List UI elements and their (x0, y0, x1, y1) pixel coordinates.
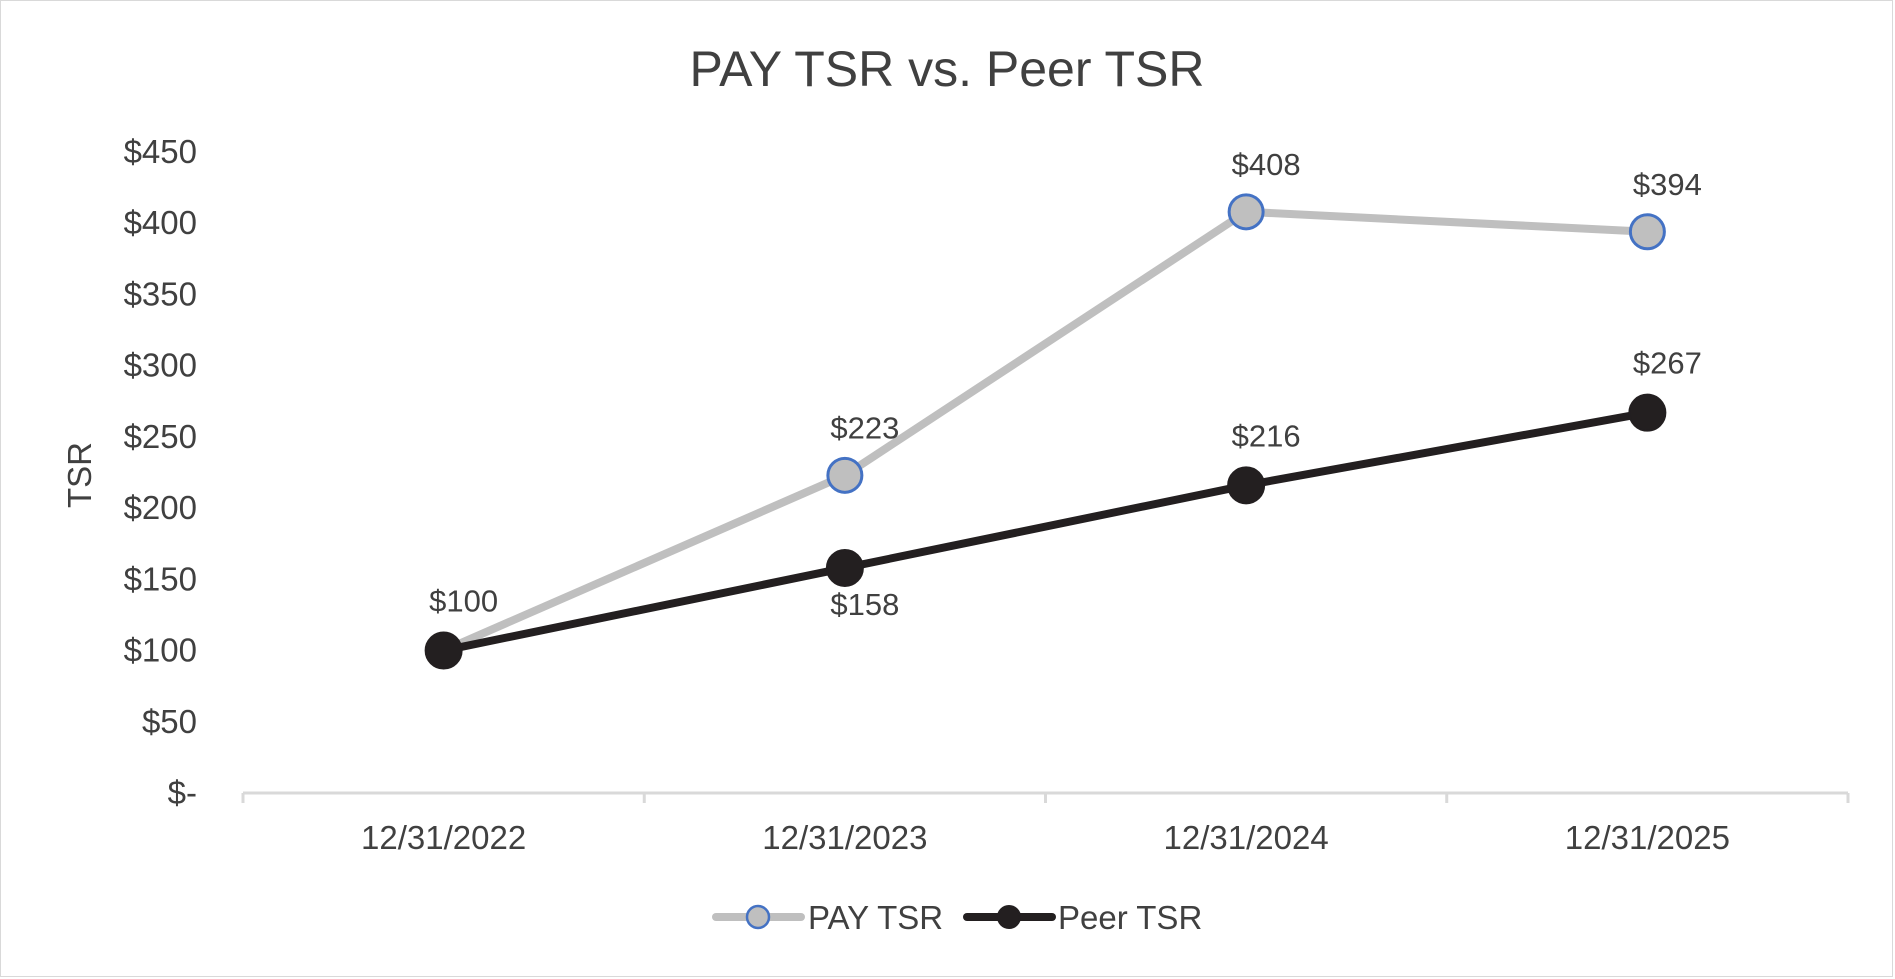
y-tick-label: $200 (124, 489, 197, 526)
data-label-pay-tsr: $408 (1232, 147, 1301, 182)
series-line-pay-tsr (439, 207, 1652, 655)
series-markers (424, 193, 1667, 670)
x-tick-label: 12/31/2024 (1164, 819, 1329, 856)
y-tick-label: $350 (124, 275, 197, 312)
legend-label: Peer TSR (1058, 899, 1202, 936)
data-point-peer-tsr (1628, 393, 1667, 432)
y-tick-label: $300 (124, 347, 197, 384)
data-point-peer-tsr (1227, 466, 1266, 505)
y-axis-ticks: $- $50 $100 $150 $200 $250 $300 $350 $400 $450 (124, 133, 197, 811)
data-label-pay-tsr: $394 (1633, 167, 1702, 202)
data-labels: $223 $408 $394 $100 $158 $216 $267 (429, 147, 1702, 622)
y-tick-label: $450 (124, 133, 197, 170)
data-point-peer-tsr (825, 548, 864, 587)
x-tick-label: 12/31/2025 (1565, 819, 1730, 856)
legend-label: PAY TSR (808, 899, 943, 936)
data-label-peer-tsr: $216 (1232, 418, 1301, 453)
data-point-peer-tsr (424, 631, 463, 670)
y-axis-label: TSR (61, 442, 98, 508)
y-tick-label: $100 (124, 632, 197, 669)
x-tick-label: 12/31/2023 (762, 819, 927, 856)
legend: PAY TSR Peer TSR (712, 899, 1202, 936)
series-line-peer-tsr (439, 408, 1652, 655)
chart-title: PAY TSR vs. Peer TSR (690, 41, 1205, 97)
y-tick-label: $50 (142, 703, 197, 740)
y-tick-label: $- (168, 774, 197, 811)
data-label-peer-tsr: $158 (830, 587, 899, 622)
x-axis: 12/31/2022 12/31/2023 12/31/2024 12/31/2025 (241, 791, 1850, 856)
legend-marker (997, 905, 1021, 929)
data-label-peer-tsr: $267 (1633, 346, 1702, 381)
y-tick-label: $250 (124, 418, 197, 455)
data-point-pay-tsr (1227, 193, 1265, 231)
y-tick-label: $150 (124, 560, 197, 597)
series-lines (439, 207, 1652, 655)
data-point-pay-tsr (826, 456, 864, 494)
legend-marker (745, 904, 771, 930)
x-tick-label: 12/31/2022 (361, 819, 526, 856)
data-label-peer-tsr: $100 (429, 584, 498, 619)
data-point-pay-tsr (1628, 213, 1666, 251)
y-tick-label: $400 (124, 204, 197, 241)
data-label-pay-tsr: $223 (830, 410, 899, 445)
